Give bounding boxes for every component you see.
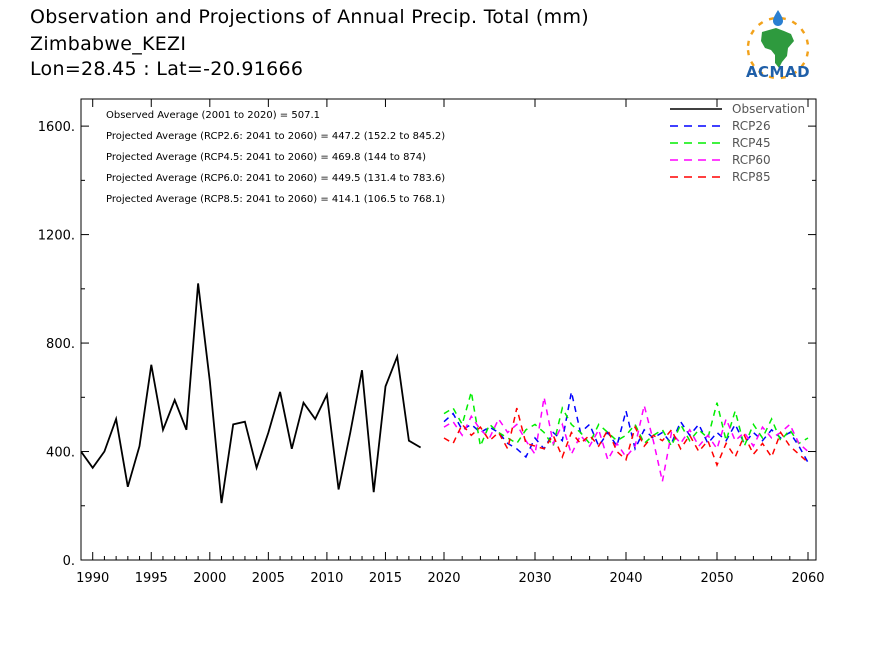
y-tick-label: 1200.: [38, 229, 75, 244]
x-tick-label: 1990: [76, 571, 109, 586]
series-line-rcp60: [443, 397, 809, 482]
legend-label: RCP26: [732, 119, 771, 133]
annotation-text: Projected Average (RCP4.5: 2041 to 2060)…: [106, 152, 426, 163]
x-tick-label: 2050: [700, 571, 733, 586]
y-tick-label: 400.: [46, 446, 75, 461]
x-tick-label: 2020: [427, 571, 460, 586]
x-tick-label: 2040: [609, 571, 642, 586]
chart-title: Observation and Projections of Annual Pr…: [30, 6, 589, 28]
legend-label: RCP60: [732, 153, 771, 167]
x-tick-label: 1995: [135, 571, 168, 586]
chart-location: Zimbabwe_KEZI: [30, 33, 187, 55]
acmad-logo-text: ACMAD: [745, 63, 811, 81]
series-line-observation: [80, 283, 422, 504]
series-layer: [80, 283, 809, 504]
series-line-rcp26: [443, 391, 809, 463]
legend: Observation RCP26 RCP45 RCP60 RCP85: [670, 102, 805, 184]
y-tick-label: 800.: [46, 337, 75, 352]
legend-label: RCP45: [732, 136, 771, 150]
legend-label: Observation: [732, 102, 805, 116]
legend-label: RCP85: [732, 170, 771, 184]
annotation-text: Projected Average (RCP6.0: 2041 to 2060)…: [106, 173, 445, 184]
annotation-text: Observed Average (2001 to 2020) = 507.1: [106, 110, 320, 121]
plot-frame: [80, 98, 817, 561]
x-tick-label: 2015: [369, 571, 402, 586]
annotations: Observed Average (2001 to 2020) = 507.1 P…: [106, 110, 445, 205]
x-tick-label: 2060: [791, 571, 824, 586]
acmad-logo-icon: [746, 10, 810, 80]
axis-ticks: 0. 400. 800. 1200. 1600. 1990 1995 2000 2005 2010…: [38, 99, 825, 586]
y-tick-label: 1600.: [38, 120, 75, 135]
series-line-rcp45: [443, 391, 809, 449]
series-line-rcp85: [443, 407, 809, 468]
chart-coordinates: Lon=28.45 : Lat=-20.91666: [30, 58, 304, 80]
x-tick-label: 2030: [518, 571, 551, 586]
x-tick-label: 2010: [310, 571, 343, 586]
x-tick-label: 2005: [252, 571, 285, 586]
annotation-text: Projected Average (RCP2.6: 2041 to 2060)…: [106, 131, 445, 142]
y-tick-label: 0.: [63, 554, 75, 569]
x-tick-label: 2000: [193, 571, 226, 586]
annotation-text: Projected Average (RCP8.5: 2041 to 2060)…: [106, 194, 445, 205]
